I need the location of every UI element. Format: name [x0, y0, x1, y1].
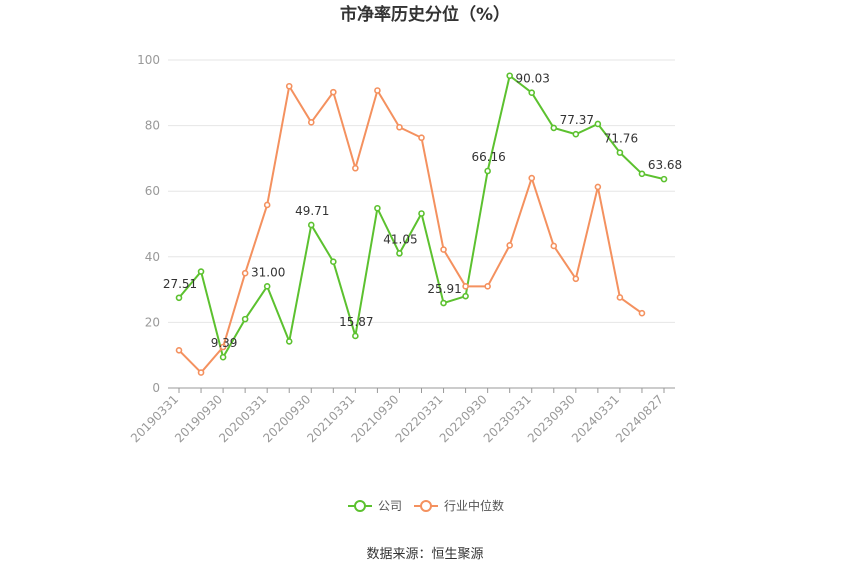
data-point[interactable]: [462, 283, 469, 290]
data-point[interactable]: [572, 130, 580, 138]
data-point[interactable]: [616, 149, 624, 156]
data-point[interactable]: [506, 72, 513, 80]
legend-marker-icon: [420, 500, 432, 512]
data-point[interactable]: [638, 309, 646, 317]
data-point[interactable]: [219, 343, 227, 351]
data-label: 71.76: [604, 132, 638, 146]
data-point[interactable]: [440, 299, 447, 307]
data-labels: 27.51 9.39 31.00 49.71 15.87 41.05 25.91 66.16 9…: [163, 72, 682, 350]
data-label: 90.03: [516, 72, 550, 86]
data-point[interactable]: [175, 294, 183, 302]
data-point[interactable]: [374, 204, 381, 212]
data-point[interactable]: [374, 87, 381, 94]
legend-label: 公司: [378, 499, 402, 513]
data-point[interactable]: [484, 283, 491, 290]
data-point[interactable]: [219, 353, 227, 361]
y-tick-label: 40: [145, 250, 160, 264]
y-tick-label: 100: [137, 53, 160, 67]
data-point[interactable]: [638, 170, 646, 178]
data-point[interactable]: [352, 332, 359, 340]
data-point[interactable]: [550, 242, 558, 250]
y-axis: 0 20 40 60 80 100: [137, 53, 160, 395]
legend-label: 行业中位数: [444, 498, 504, 513]
data-point[interactable]: [594, 183, 602, 191]
data-point[interactable]: [528, 174, 536, 182]
grid-layer: [168, 59, 675, 323]
data-point[interactable]: [660, 175, 668, 183]
data-point[interactable]: [440, 246, 447, 253]
y-tick-label: 0: [152, 381, 160, 395]
data-point[interactable]: [572, 275, 580, 283]
data-point[interactable]: [506, 242, 513, 249]
data-label: 66.16: [471, 150, 505, 164]
series-line: [178, 85, 643, 374]
data-point[interactable]: [285, 338, 293, 345]
series-layer: [175, 72, 668, 376]
source-note: 数据来源：恒生聚源: [366, 547, 483, 562]
data-label: 9.39: [211, 336, 238, 350]
data-point[interactable]: [307, 221, 315, 229]
data-point[interactable]: [241, 315, 249, 323]
data-point[interactable]: [396, 123, 403, 131]
data-point[interactable]: [330, 88, 337, 96]
y-tick-label: 60: [145, 184, 160, 198]
data-point[interactable]: [418, 210, 425, 217]
x-axis: 2019033120190930202003312020093020210331…: [128, 387, 675, 445]
data-point[interactable]: [263, 283, 271, 290]
data-point[interactable]: [241, 269, 249, 277]
data-point[interactable]: [197, 268, 205, 275]
data-point[interactable]: [484, 167, 491, 175]
data-point[interactable]: [263, 201, 271, 209]
data-label: 49.71: [295, 204, 329, 218]
legend-marker-icon: [354, 500, 366, 512]
x-tick-label: 20240827: [613, 392, 666, 445]
data-point[interactable]: [396, 250, 403, 257]
data-label: 77.37: [560, 113, 594, 127]
chart-title: 市净率历史分位（%）: [340, 4, 510, 25]
data-label: 31.00: [251, 265, 285, 279]
data-point[interactable]: [352, 164, 359, 172]
y-tick-label: 20: [145, 315, 160, 329]
data-point[interactable]: [175, 346, 183, 354]
data-point[interactable]: [462, 292, 469, 300]
data-point[interactable]: [594, 120, 602, 128]
data-label: 27.51: [163, 277, 197, 291]
data-point[interactable]: [616, 294, 624, 301]
data-point[interactable]: [307, 119, 315, 126]
data-point[interactable]: [197, 369, 205, 376]
data-point[interactable]: [285, 82, 293, 90]
data-point[interactable]: [330, 258, 337, 266]
series-industry-median: [175, 82, 646, 376]
data-point[interactable]: [528, 89, 536, 97]
data-point[interactable]: [550, 124, 558, 132]
data-label: 41.05: [383, 232, 417, 246]
y-tick-label: 80: [145, 119, 160, 133]
legend[interactable]: 公司 行业中位数: [348, 498, 504, 513]
data-label: 25.91: [427, 282, 461, 296]
data-point[interactable]: [418, 134, 425, 142]
data-label: 63.68: [648, 158, 682, 172]
legend-item[interactable]: 行业中位数: [414, 498, 504, 513]
legend-item[interactable]: 公司: [348, 499, 402, 513]
series-company: [175, 72, 668, 361]
data-label: 15.87: [339, 315, 373, 329]
